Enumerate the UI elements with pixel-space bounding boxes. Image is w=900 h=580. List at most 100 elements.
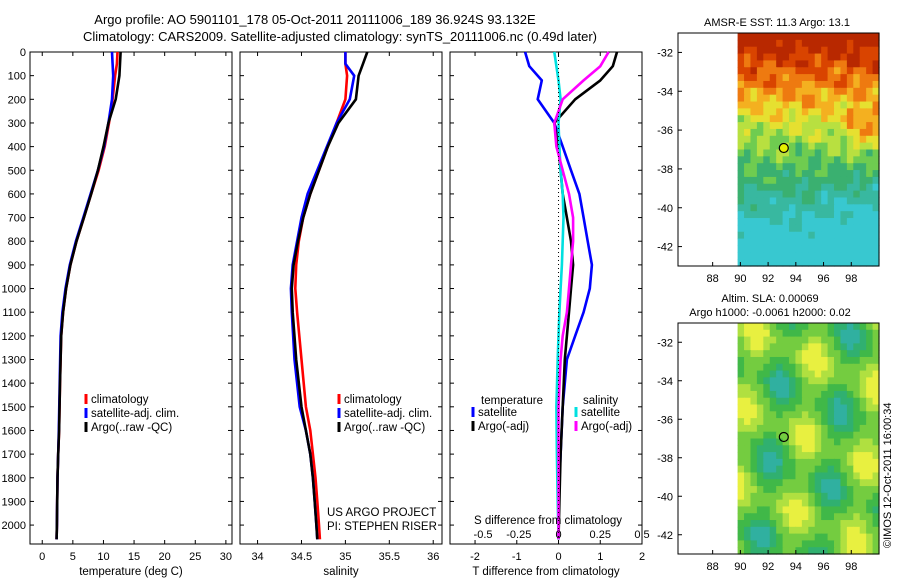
x-tick-label: -2 [470, 551, 480, 563]
y-tick-label: 0 [20, 47, 26, 59]
x-tick-label: 98 [845, 273, 857, 285]
legend-label: satellite [478, 407, 517, 419]
x-tick-label: 88 [707, 273, 719, 285]
legend-label: climatology [344, 394, 402, 406]
imos-timestamp: ©IMOS 12-Oct-2011 16:00:34 [882, 403, 894, 548]
legend-label: Argo(..raw -QC) [91, 422, 172, 434]
x-tick-label: 96 [817, 273, 829, 285]
series-line-satellite-adj-clim- [289, 52, 356, 540]
s-tick-label: -0.25 [506, 529, 531, 541]
series-line-argo-raw-qc- [55, 51, 122, 540]
y-tick-label: 200 [8, 94, 26, 106]
s-tick-label: -0.5 [474, 529, 493, 541]
sst-map-panel: AMSR-E SST: 11.3 Argo: 13.1 88 90 92 94 96 98 -… [657, 17, 880, 285]
x-tick-label: 94 [790, 273, 802, 285]
salinity-panel: 34 34.5 35 35.5 36 salinity climatology satelli… [239, 51, 443, 578]
x-tick-label: 1 [597, 551, 603, 563]
y-tick-label: 1400 [2, 378, 26, 390]
s-tick-label: 0.5 [634, 529, 649, 541]
y-tick-label: -40 [657, 491, 673, 503]
y-tick-label: 1200 [2, 331, 26, 343]
series-line-argo-adj- [552, 51, 619, 540]
x-tick-label: 96 [817, 561, 829, 573]
y-tick-label: 600 [8, 189, 26, 201]
title-line-1: Argo profile: AO 5901101_178 05-Oct-2011… [94, 12, 536, 27]
y-tick-label: -32 [657, 47, 673, 59]
series-line-satellite [553, 51, 565, 540]
x-tick-label: 98 [845, 561, 857, 573]
y-tick-label: -40 [657, 203, 673, 215]
difference-panel: -2 -1 0 1 2 T difference from climatology -0.5… [449, 51, 650, 578]
x-axis-label: temperature (deg C) [79, 566, 183, 578]
x-tick-label: 35 [339, 551, 351, 563]
x-tick-label: 92 [762, 273, 774, 285]
x-tick-label: 0 [555, 551, 561, 563]
x-tick-label: 90 [734, 561, 746, 573]
sst-map-title: AMSR-E SST: 11.3 Argo: 13.1 [704, 17, 850, 29]
y-tick-label: 2000 [2, 520, 26, 532]
x-tick-label: 0 [39, 551, 45, 563]
legend-title-salinity: salinity [583, 395, 618, 407]
x-tick-label: 25 [189, 551, 201, 563]
difference-frame [449, 51, 643, 545]
legend-label: Argo(..raw -QC) [344, 422, 425, 434]
y-tick-label: 1500 [2, 402, 26, 414]
y-tick-label: -34 [657, 376, 673, 388]
y-tick-label: 1600 [2, 425, 26, 437]
y-tick-label: -36 [657, 125, 673, 137]
pi-label: PI: STEPHEN RISER [327, 521, 437, 533]
y-tick-label: 1300 [2, 355, 26, 367]
y-tick-label: -36 [657, 414, 673, 426]
legend-title-temperature: temperature [481, 395, 543, 407]
argo-position-marker [778, 431, 789, 443]
x-tick-label: 15 [128, 551, 140, 563]
x-axis-label: salinity [323, 566, 358, 578]
title-line-2: Climatology: CARS2009. Satellite-adjuste… [83, 29, 597, 44]
map-grid [737, 323, 880, 555]
x-axis-label: T difference from climatology [472, 566, 619, 578]
x-tick-label: 2 [639, 551, 645, 563]
x-tick-label: 36 [427, 551, 439, 563]
x-tick-label: 92 [762, 561, 774, 573]
y-tick-label: 500 [8, 165, 26, 177]
y-tick-label: 900 [8, 260, 26, 272]
argo-position-marker [778, 142, 789, 154]
y-tick-label: 1900 [2, 496, 26, 508]
x-tick-label: 90 [734, 273, 746, 285]
legend-label: Argo(-adj) [581, 421, 632, 433]
series-line-climatology [293, 52, 349, 540]
y-tick-label: 1700 [2, 449, 26, 461]
y-tick-label: 1800 [2, 473, 26, 485]
y-tick-label: -42 [657, 242, 673, 254]
y-tick-label: 1000 [2, 284, 26, 296]
sst-map-frame [677, 32, 880, 267]
sla-map-subtitle: Argo h1000: -0.0061 h2000: 0.02 [689, 307, 850, 319]
s-axis-label: S difference from climatology [474, 515, 622, 527]
y-tick-label: 1100 [2, 307, 26, 319]
legend-label: Argo(-adj) [478, 421, 529, 433]
y-tick-label: 800 [8, 236, 26, 248]
temperature-frame [29, 51, 233, 545]
x-tick-label: 34.5 [291, 551, 312, 563]
y-tick-label: -42 [657, 530, 673, 542]
y-tick-label: -34 [657, 86, 673, 98]
x-tick-label: 35.5 [379, 551, 400, 563]
legend-label: satellite-adj. clim. [91, 408, 179, 420]
s-tick-label: 0 [555, 529, 561, 541]
temperature-panel: 0100200300400500600700800900100011001200… [2, 47, 233, 578]
x-tick-label: 30 [220, 551, 232, 563]
x-tick-label: 34 [251, 551, 263, 563]
x-tick-label: -1 [512, 551, 522, 563]
y-tick-label: 300 [8, 118, 26, 130]
series-line-argo-raw-qc- [290, 51, 369, 540]
y-tick-label: -38 [657, 453, 673, 465]
y-tick-label: 100 [8, 71, 26, 83]
legend-label: climatology [91, 394, 149, 406]
s-tick-label: 0.25 [590, 529, 611, 541]
x-tick-label: 20 [159, 551, 171, 563]
y-tick-label: 400 [8, 142, 26, 154]
x-tick-label: 94 [790, 561, 802, 573]
sla-map-panel: Altim. SLA: 0.00069 Argo h1000: -0.0061 h… [657, 293, 880, 573]
salinity-frame [239, 51, 443, 545]
